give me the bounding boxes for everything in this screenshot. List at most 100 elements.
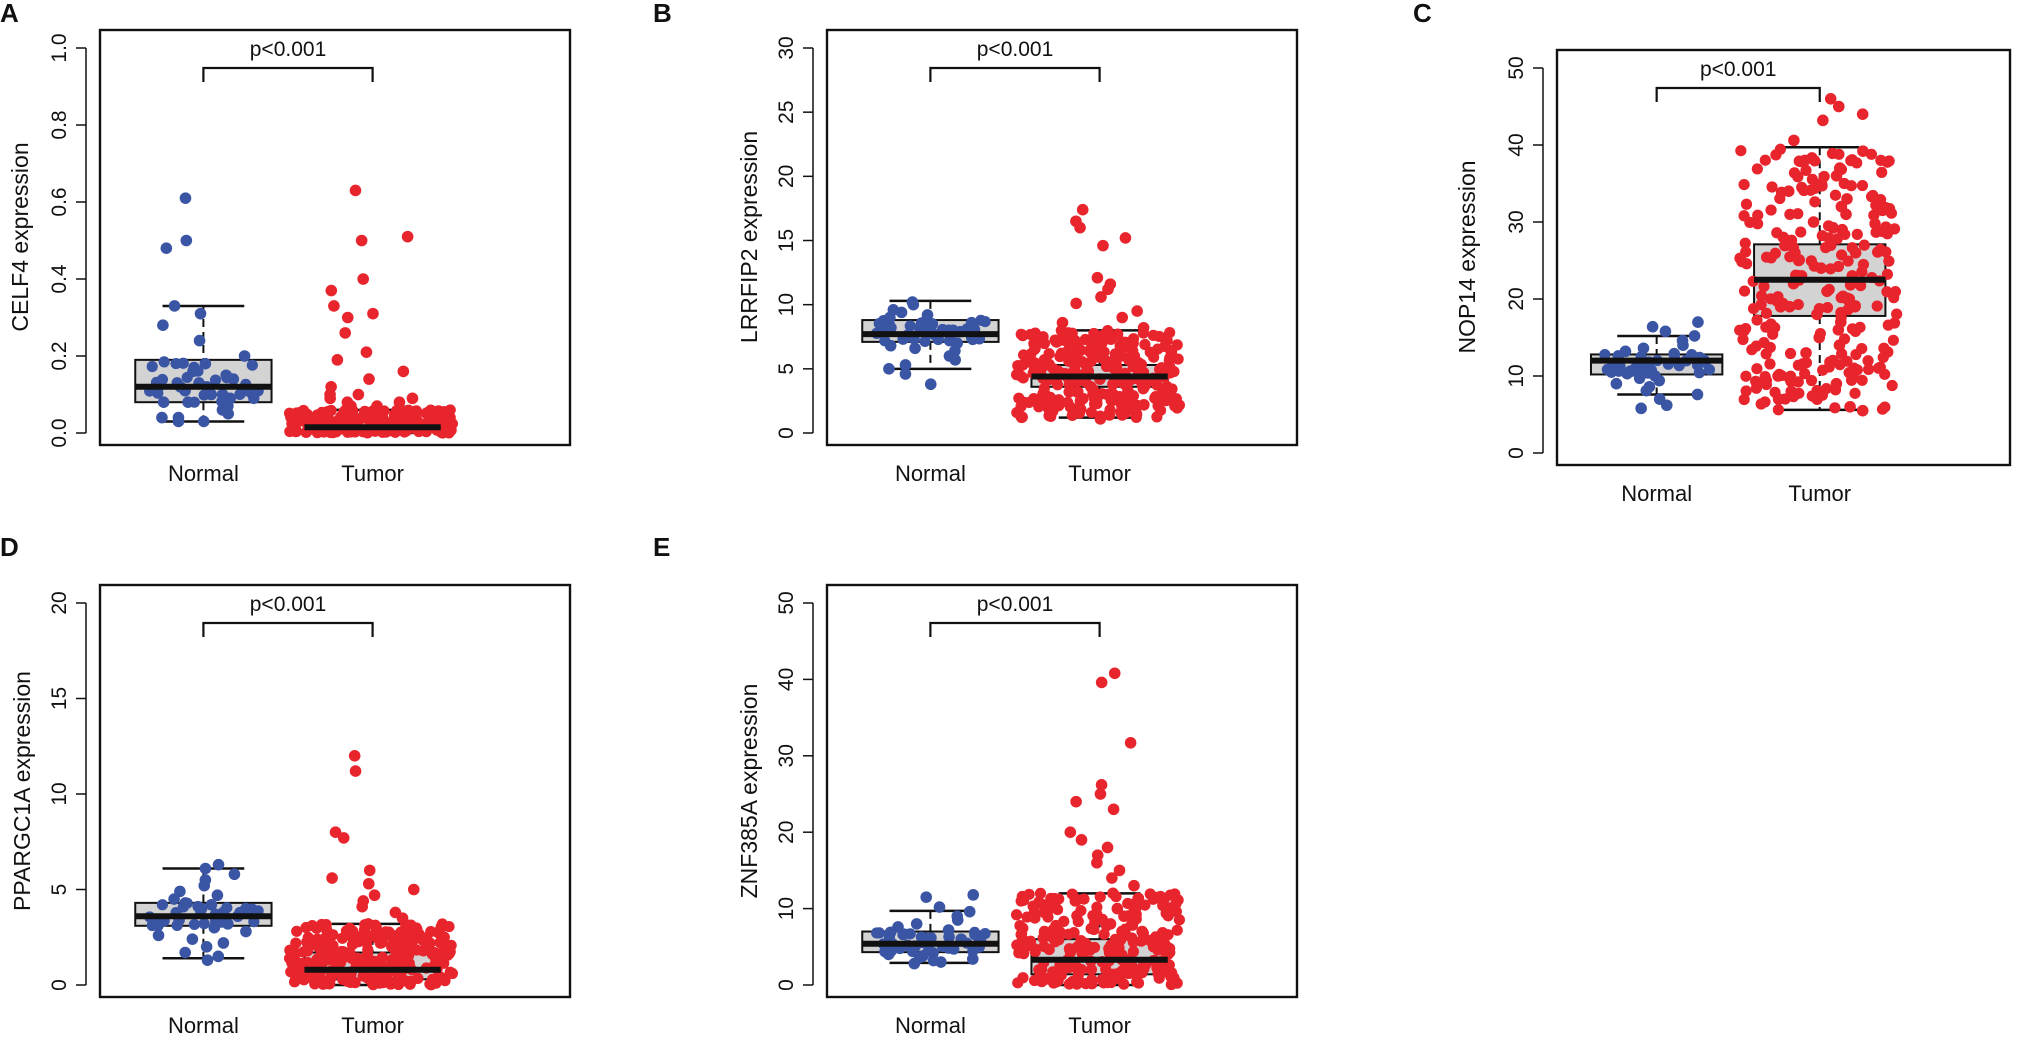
data-point-fill	[291, 925, 303, 937]
data-point-fill	[158, 356, 170, 368]
data-point	[1807, 216, 1820, 228]
data-point	[1827, 354, 1839, 367]
data-point	[1105, 330, 1117, 343]
y-axis-label: LRRFIP2 expression	[736, 131, 762, 343]
data-point	[1091, 856, 1103, 869]
y-tick-label: 15	[775, 229, 798, 252]
data-point-fill	[1010, 909, 1023, 921]
data-point	[1070, 297, 1082, 310]
y-tick-label: 40	[775, 668, 798, 691]
data-point	[352, 388, 365, 401]
data-point	[1091, 271, 1104, 284]
data-point	[1815, 262, 1827, 275]
p-value-label: p<0.001	[977, 38, 1054, 61]
data-point-fill	[1752, 209, 1764, 221]
data-point	[212, 950, 225, 963]
data-point-fill	[1829, 189, 1842, 201]
data-point	[1120, 406, 1132, 419]
data-point	[1856, 108, 1869, 120]
significance-bracket	[929, 621, 1101, 637]
data-point-fill	[400, 405, 413, 417]
data-point	[1055, 347, 1068, 360]
data-point	[1772, 393, 1785, 405]
p-value-label: p<0.001	[977, 593, 1054, 616]
data-point	[201, 954, 214, 966]
data-point	[1107, 378, 1119, 391]
data-point-fill	[1750, 340, 1762, 352]
data-point-fill	[1800, 164, 1812, 176]
y-tick-label: 25	[775, 100, 798, 123]
y-tick-label: 10	[775, 897, 798, 920]
data-point-fill	[1152, 343, 1164, 355]
data-point-fill	[152, 387, 164, 399]
data-point-fill	[1881, 156, 1893, 168]
data-point-fill	[1869, 218, 1881, 230]
data-point-fill	[1767, 328, 1779, 340]
data-point-fill	[1034, 887, 1047, 899]
data-point	[182, 396, 194, 409]
data-point-fill	[1821, 301, 1834, 314]
data-point	[1066, 342, 1079, 355]
data-point-fill	[1599, 349, 1611, 361]
data-point-fill	[1127, 919, 1139, 931]
data-point	[1094, 788, 1107, 800]
data-point	[1785, 385, 1798, 398]
data-point	[1082, 941, 1095, 953]
data-point	[1792, 254, 1805, 267]
data-point	[1116, 311, 1129, 324]
data-point	[910, 918, 923, 930]
data-point-fill	[1086, 974, 1098, 986]
data-point-fill	[1846, 323, 1859, 335]
data-point	[1640, 384, 1653, 397]
data-point	[348, 750, 361, 762]
data-point	[1131, 305, 1143, 317]
data-point	[1137, 321, 1150, 334]
data-point-fill	[316, 918, 328, 931]
data-point-fill	[1887, 334, 1899, 346]
data-point	[1849, 247, 1862, 259]
data-point-fill	[1792, 376, 1804, 388]
data-point-fill	[1161, 380, 1173, 393]
data-point-fill	[284, 944, 296, 956]
data-point	[1659, 325, 1672, 338]
data-point-fill	[1805, 374, 1818, 387]
data-point	[349, 184, 362, 197]
data-point	[362, 877, 375, 890]
data-point-fill	[1862, 355, 1874, 367]
y-tick-label: 20	[1505, 287, 1528, 310]
y-tick-label: 50	[1505, 56, 1528, 79]
data-point	[1633, 372, 1646, 385]
data-point	[1075, 834, 1088, 846]
data-point	[1856, 404, 1869, 417]
x-category-label: Tumor	[341, 1013, 404, 1038]
data-point	[1095, 779, 1108, 791]
data-point	[933, 901, 946, 913]
data-point	[924, 378, 937, 391]
data-point-fill	[1127, 901, 1140, 913]
y-tick-label: 20	[775, 821, 798, 844]
data-point-fill	[1162, 929, 1174, 941]
data-point-fill	[1052, 975, 1064, 987]
data-point	[194, 307, 207, 320]
data-point-fill	[1050, 919, 1062, 932]
data-point-fill	[1831, 233, 1843, 245]
x-category-label: Normal	[895, 1013, 966, 1038]
data-point-fill	[311, 409, 323, 421]
data-point	[393, 944, 406, 957]
data-point	[1788, 134, 1800, 147]
data-point-fill	[1036, 963, 1048, 975]
p-value-label: p<0.001	[250, 38, 327, 61]
data-point-fill	[1760, 348, 1772, 360]
data-point-fill	[1159, 362, 1171, 375]
data-point	[351, 952, 364, 965]
data-point-fill	[322, 406, 334, 418]
data-point-fill	[1017, 330, 1029, 342]
data-point-fill	[1038, 940, 1050, 953]
significance-bracket	[202, 66, 374, 82]
data-point	[199, 862, 212, 875]
data-point-fill	[1038, 354, 1050, 366]
data-point	[363, 864, 376, 877]
y-tick-label: 30	[775, 744, 798, 767]
data-point	[329, 826, 342, 838]
